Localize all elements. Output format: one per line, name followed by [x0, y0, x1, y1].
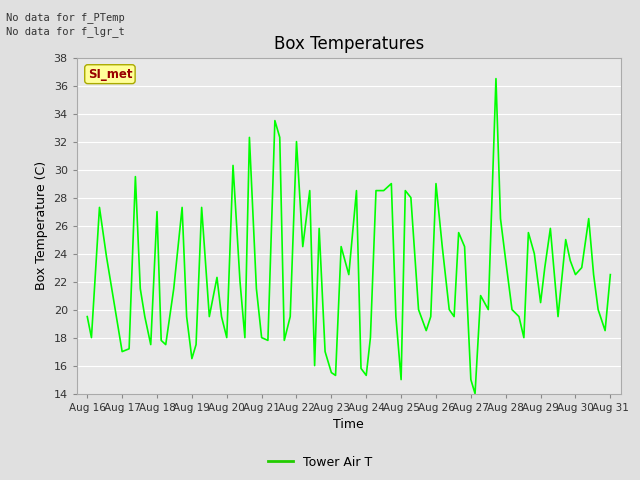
Text: No data for f_lgr_t: No data for f_lgr_t — [6, 26, 125, 37]
Legend: Tower Air T: Tower Air T — [263, 451, 377, 474]
Text: SI_met: SI_met — [88, 68, 132, 81]
X-axis label: Time: Time — [333, 418, 364, 431]
Text: No data for f_PTemp: No data for f_PTemp — [6, 12, 125, 23]
Title: Box Temperatures: Box Temperatures — [274, 35, 424, 53]
Y-axis label: Box Temperature (C): Box Temperature (C) — [35, 161, 48, 290]
